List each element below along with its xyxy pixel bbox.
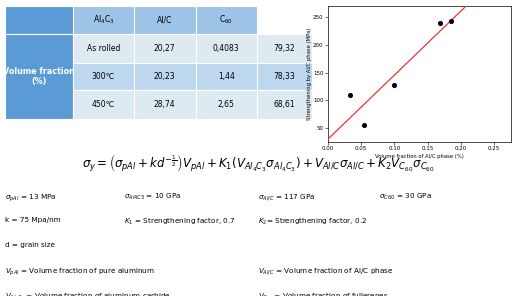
Text: 450℃: 450℃ [92,100,115,109]
Text: 28,74: 28,74 [154,100,175,109]
Text: $K_2$= Strengthening factor, 0.2: $K_2$= Strengthening factor, 0.2 [258,217,367,227]
Text: 1,44: 1,44 [218,72,235,81]
Text: $\sigma_{Al4C3}$ = 10 GPa: $\sigma_{Al4C3}$ = 10 GPa [124,192,182,202]
Bar [134,33,196,62]
Text: $V_{Al_4C_3}$ = Volume fraction of aluminum carbide: $V_{Al_4C_3}$ = Volume fraction of alumi… [5,292,171,296]
Bar [196,33,257,62]
Text: 68,61: 68,61 [273,100,295,109]
Text: 2,65: 2,65 [218,100,235,109]
Bar [73,6,134,33]
Bar [257,33,312,62]
Point [346,92,354,97]
Text: $V_{pAl}$ = Volume fraction of pure aluminum: $V_{pAl}$ = Volume fraction of pure alum… [5,267,155,278]
Text: Al/C: Al/C [157,15,172,24]
Point [436,20,444,25]
Y-axis label: Strengthening by Al/C phase (MPa): Strengthening by Al/C phase (MPa) [307,28,312,120]
Point [360,123,368,128]
Bar [73,33,134,62]
Text: $\sigma_y = \left(\sigma_{pAl} + kd^{-\frac{1}{2}}\right)V_{pAl} + K_1(V_{Al_4C_: $\sigma_y = \left(\sigma_{pAl} + kd^{-\f… [82,153,434,174]
Text: Al$_4$C$_3$: Al$_4$C$_3$ [93,14,114,26]
Text: $K_1$ = Strengthening factor, 0.7: $K_1$ = Strengthening factor, 0.7 [124,217,235,227]
Point [447,19,455,24]
Bar [196,90,257,119]
Text: 0,4083: 0,4083 [213,44,239,53]
Text: $\sigma_{pAl}$ = 13 MPa: $\sigma_{pAl}$ = 13 MPa [5,192,57,204]
Bar [257,62,312,90]
Text: $\sigma_{C60}$ = 30 GPa: $\sigma_{C60}$ = 30 GPa [379,192,432,202]
Bar [73,62,134,90]
Text: $V_{C_{60}}$ = Volume fraction of fullerenes: $V_{C_{60}}$ = Volume fraction of fuller… [258,292,389,296]
Text: 78,33: 78,33 [273,72,296,81]
Bar [5,6,73,33]
Text: As rolled: As rolled [87,44,120,53]
Bar [134,6,196,33]
Text: k = 75 Mpa/nm: k = 75 Mpa/nm [5,217,61,223]
Text: 20,27: 20,27 [154,44,175,53]
Text: d = grain size: d = grain size [5,242,55,248]
Text: Volume fraction
(%): Volume fraction (%) [3,67,75,86]
Point [390,83,398,87]
Text: 20,23: 20,23 [154,72,175,81]
Text: 79,32: 79,32 [273,44,296,53]
Bar [73,90,134,119]
Bar [5,33,73,119]
X-axis label: Volume fraction of Al/C phase (%): Volume fraction of Al/C phase (%) [375,154,464,159]
Text: $V_{Al/C}$ = Volume fraction of Al/C phase: $V_{Al/C}$ = Volume fraction of Al/C pha… [258,267,394,277]
Bar [257,90,312,119]
Bar [134,62,196,90]
Bar [196,62,257,90]
Text: 300℃: 300℃ [92,72,115,81]
Text: $\sigma_{Al/C}$ = 117 GPa: $\sigma_{Al/C}$ = 117 GPa [258,192,315,203]
Bar [134,90,196,119]
Text: C$_{60}$: C$_{60}$ [219,14,233,26]
Bar [196,6,257,33]
